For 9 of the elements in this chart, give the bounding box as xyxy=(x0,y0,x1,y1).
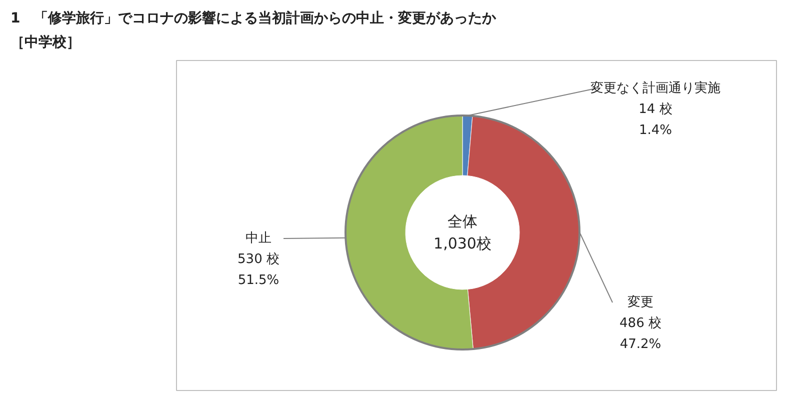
slice-label: 変更なく計画通り実施 xyxy=(590,80,720,96)
data-label: 486 校 47.2% xyxy=(620,316,662,352)
chart-title: 1 「修学旅行」でコロナの影響による当初計画からの中止・変更があったか xyxy=(10,10,498,26)
text: 全体 1,030校 xyxy=(434,212,492,252)
data-label: 14 校 1.4% xyxy=(638,102,672,138)
data-label: 530 校 51.5% xyxy=(238,252,280,288)
slice-label: 中止 xyxy=(246,231,272,246)
text: ［中学校］ xyxy=(10,34,80,50)
slice-label: 変更 xyxy=(628,294,654,310)
